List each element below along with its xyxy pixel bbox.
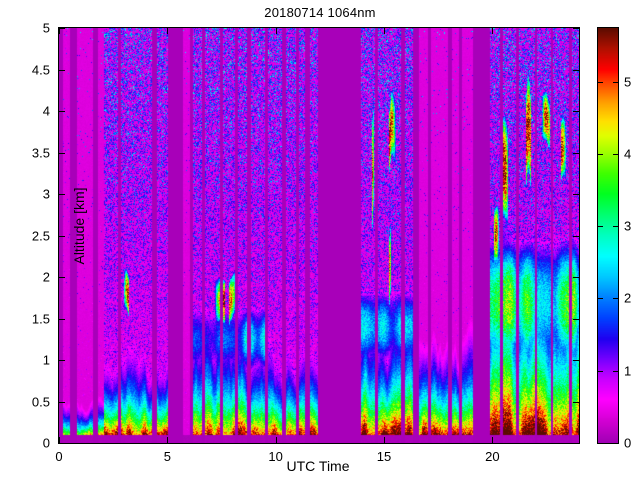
- x-tick-mark: [384, 437, 385, 443]
- colorbar-tick-mark: [598, 370, 603, 372]
- y-tick-mark-right: [573, 28, 579, 29]
- y-tick-label: 3: [42, 186, 50, 202]
- x-tick-label: 15: [376, 449, 392, 464]
- colorbar-canvas: [598, 28, 618, 443]
- heatmap-canvas: [59, 28, 579, 443]
- y-tick-label: 1.5: [31, 311, 50, 326]
- y-tick-mark: [59, 152, 65, 154]
- y-tick-mark-right: [573, 152, 579, 154]
- y-tick-mark-right: [573, 443, 579, 444]
- colorbar-tick-mark-right: [613, 81, 618, 83]
- y-tick-mark: [59, 111, 65, 112]
- y-tick-label: 2.5: [31, 228, 50, 243]
- x-tick-label: 5: [163, 449, 171, 464]
- y-tick-label: 2: [42, 269, 50, 285]
- y-tick-label: 4: [42, 103, 50, 119]
- colorbar-tick-mark-right: [613, 153, 618, 155]
- colorbar-tick-label: 3: [624, 218, 632, 234]
- x-tick-mark-top: [275, 28, 277, 34]
- x-tick-label: 0: [55, 449, 63, 464]
- y-tick-mark-right: [573, 194, 579, 195]
- y-tick-mark-right: [573, 318, 579, 320]
- y-tick-mark-right: [573, 111, 579, 112]
- y-tick-mark: [59, 194, 65, 195]
- x-tick-mark: [59, 437, 60, 443]
- x-tick-label: 10: [268, 449, 283, 464]
- colorbar-tick-mark: [598, 298, 603, 300]
- y-tick-label: 3.5: [31, 145, 50, 160]
- colorbar-tick-mark-right: [613, 298, 618, 300]
- colorbar-tick-mark-right: [613, 370, 618, 372]
- y-tick-mark-right: [573, 235, 579, 237]
- y-tick-mark: [59, 277, 65, 278]
- x-tick-mark-top: [384, 28, 385, 34]
- y-tick-label: 0.5: [31, 394, 50, 409]
- y-tick-label: 0: [42, 435, 50, 451]
- y-tick-mark: [59, 69, 65, 71]
- colorbar-tick-label: 1: [624, 363, 632, 379]
- colorbar-tick-mark: [598, 226, 603, 228]
- y-tick-mark: [59, 318, 65, 320]
- y-tick-mark: [59, 443, 65, 444]
- colorbar-tick-label: 2: [624, 290, 632, 306]
- y-tick-mark-right: [573, 277, 579, 278]
- x-tick-mark: [275, 437, 277, 443]
- colorbar: 0 1 2 3 4 5: [597, 27, 631, 451]
- colorbar-tick-label: 0: [624, 435, 632, 451]
- colorbar-tick-mark: [598, 443, 603, 444]
- plot-area: 0 0.5 1 1.5 2 2.5 3 3.5 4 4.5 5 0 5 10 15 20 Altitude …: [32, 21, 580, 464]
- x-axis-label: UTC Time: [286, 458, 350, 474]
- page-title: 20180714 1064nm: [264, 5, 376, 20]
- colorbar-tick-mark: [598, 81, 603, 83]
- colorbar-tick-label: 5: [624, 74, 632, 89]
- x-tick-mark-top: [167, 28, 169, 34]
- colorbar-tick-mark-right: [613, 443, 618, 444]
- y-axis-label: Altitude [km]: [71, 187, 87, 265]
- y-tick-mark-right: [573, 401, 579, 403]
- x-tick-mark-top: [492, 28, 494, 34]
- x-tick-mark: [492, 437, 494, 443]
- colorbar-tick-mark-right: [613, 226, 618, 228]
- y-tick-label: 4.5: [31, 62, 50, 77]
- y-tick-mark: [59, 28, 65, 29]
- y-tick-mark: [59, 360, 65, 361]
- colorbar-tick-label: 4: [624, 146, 632, 162]
- colorbar-tick-mark: [598, 153, 603, 155]
- y-tick-mark: [59, 235, 65, 237]
- x-tick-mark-top: [59, 28, 60, 34]
- x-tick-label: 20: [485, 449, 500, 464]
- x-tick-mark: [167, 437, 169, 443]
- y-tick-label: 1: [42, 352, 50, 368]
- y-tick-label: 5: [42, 20, 50, 36]
- y-tick-mark-right: [573, 360, 579, 361]
- y-tick-mark-right: [573, 69, 579, 71]
- y-tick-mark: [59, 401, 65, 403]
